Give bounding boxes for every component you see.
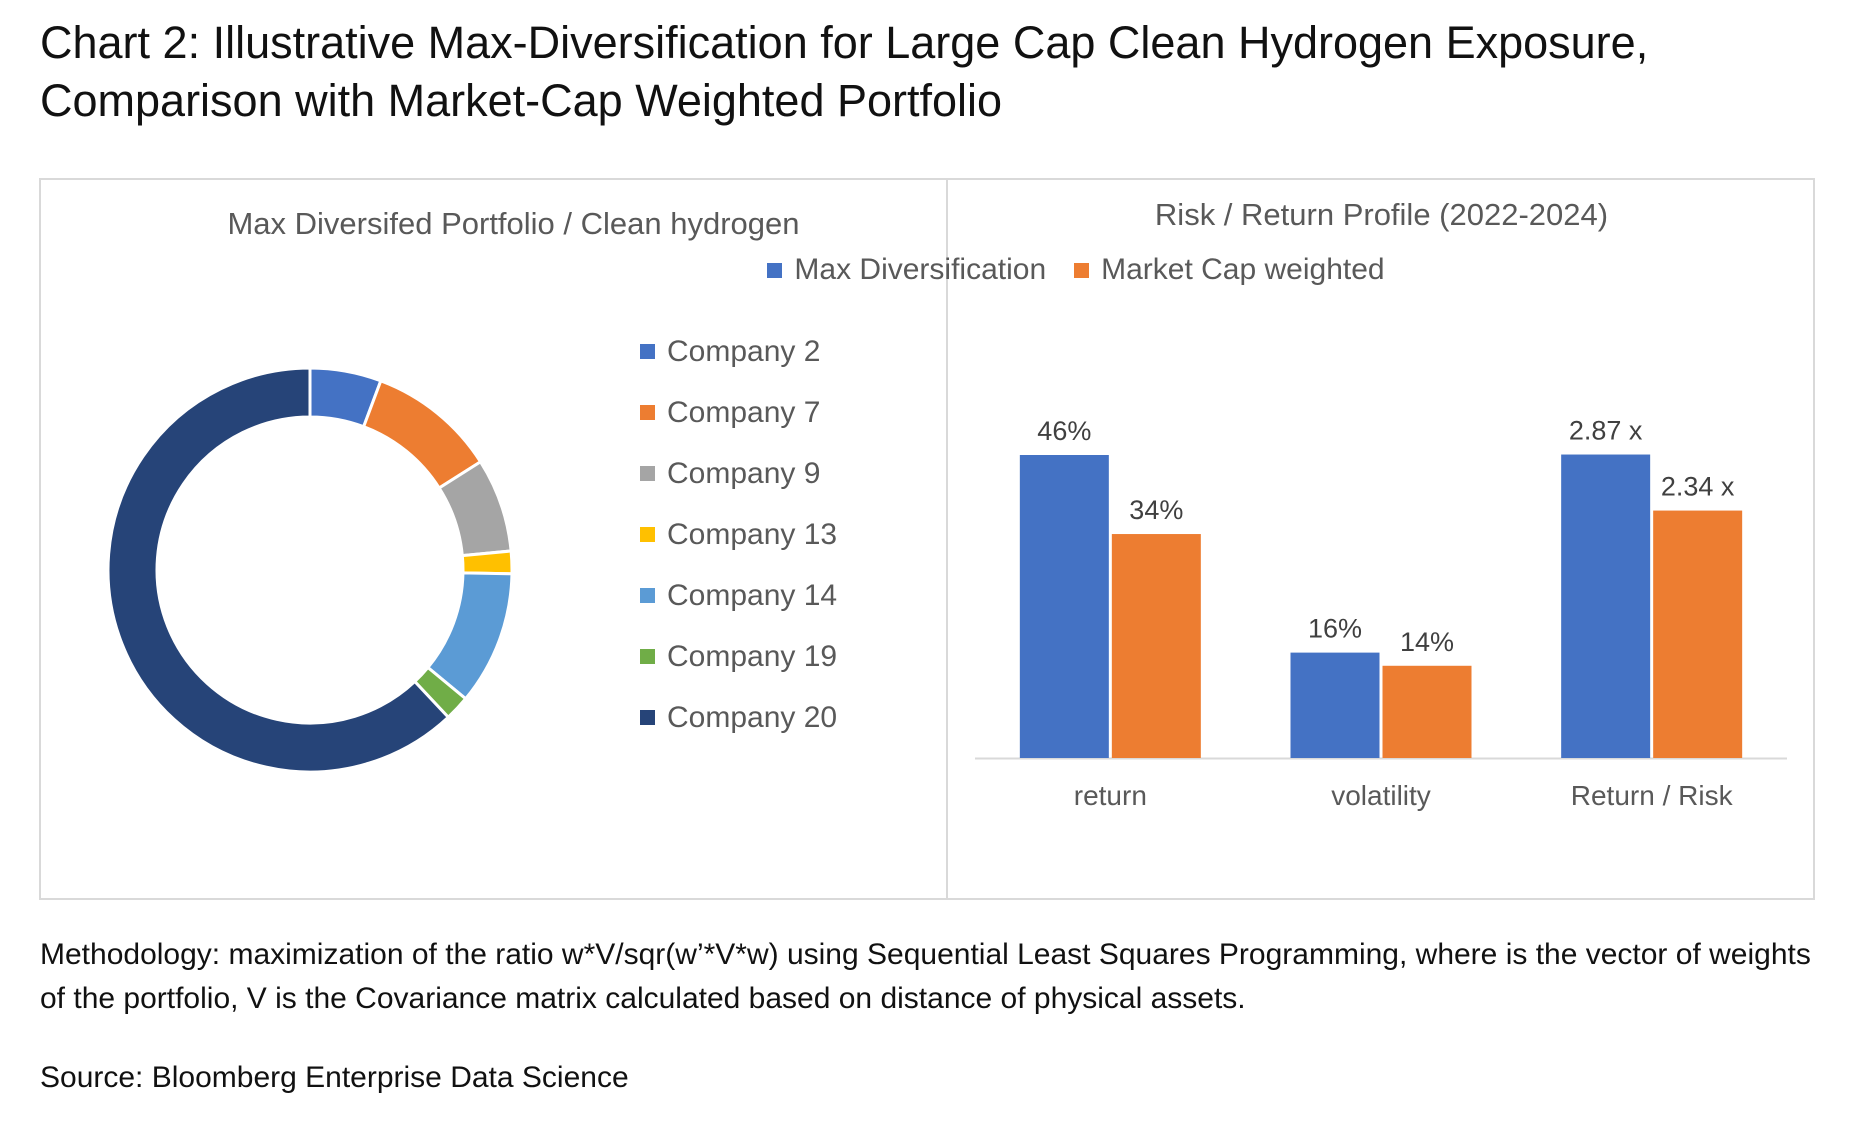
donut-chart: [106, 366, 514, 774]
bar-data-label: 2.87 x: [1569, 416, 1643, 446]
legend-swatch: [767, 262, 783, 278]
donut-legend-item: Company 13: [640, 504, 837, 565]
legend-swatch: [1074, 262, 1090, 278]
bar-legend-item: Max Diversification: [767, 250, 1046, 290]
donut-legend-item: Company 14: [640, 565, 837, 626]
bar-data-label: 34%: [1129, 495, 1183, 525]
donut-chart-title: Max Diversifed Portfolio / Clean hydroge…: [227, 206, 800, 241]
panel-divider: [946, 180, 948, 898]
page-title: Chart 2: Illustrative Max-Diversificatio…: [40, 17, 1649, 126]
legend-swatch: [640, 466, 655, 481]
donut-legend-item: Company 7: [640, 382, 837, 443]
bar-max-diversification: [1561, 454, 1651, 758]
legend-swatch: [640, 710, 655, 725]
bar-market-cap-weighted: [1653, 510, 1743, 758]
bar-data-label: 46%: [1037, 416, 1091, 446]
chart-frame: [39, 178, 1815, 900]
donut-slice-company-20: [106, 366, 451, 774]
legend-label: Company 2: [667, 334, 821, 368]
legend-swatch: [640, 527, 655, 542]
bar-chart: 46% 34% return 16% 14% volatility 2.87 x 2.34 x…: [975, 416, 1787, 811]
methodology-note: Methodology: maximization of the ratio w…: [40, 938, 1811, 1015]
bar-max-diversification: [1290, 652, 1380, 758]
bar-legend: Max Diversification Market Cap weighted: [0, 250, 1852, 290]
bar-market-cap-weighted: [1382, 665, 1472, 758]
legend-swatch: [640, 588, 655, 603]
donut-legend-item: Company 9: [640, 443, 837, 504]
x-tick-label: Return / Risk: [1571, 780, 1734, 811]
bar-legend-item: Market Cap weighted: [1074, 250, 1385, 290]
donut-legend-item: Company 2: [640, 321, 837, 382]
bar-data-label: 14%: [1400, 627, 1454, 657]
bar-data-label: 16%: [1308, 614, 1362, 644]
legend-swatch: [640, 344, 655, 359]
legend-label: Company 14: [667, 578, 838, 612]
source-note: Source: Bloomberg Enterprise Data Scienc…: [40, 1061, 629, 1094]
x-tick-label: volatility: [1331, 780, 1431, 811]
bar-data-label: 2.34 x: [1661, 472, 1735, 502]
legend-label: Market Cap weighted: [1101, 253, 1385, 286]
x-tick-label: return: [1074, 780, 1147, 811]
legend-swatch: [640, 649, 655, 664]
legend-label: Company 7: [667, 395, 821, 429]
donut-legend-item: Company 20: [640, 687, 837, 748]
bar-market-cap-weighted: [1111, 534, 1201, 758]
legend-label: Company 9: [667, 456, 821, 490]
donut-slice-company-13: [460, 549, 514, 576]
legend-label: Company 20: [667, 700, 838, 734]
donut-legend: Company 2 Company 7 Company 9 Company 13 Com…: [640, 321, 837, 748]
legend-swatch: [640, 405, 655, 420]
legend-label: Company 13: [667, 517, 838, 551]
legend-label: Company 19: [667, 639, 838, 673]
bar-chart-title: Risk / Return Profile (2022-2024): [1154, 197, 1609, 232]
donut-legend-item: Company 19: [640, 626, 837, 687]
bar-max-diversification: [1019, 455, 1109, 758]
legend-label: Max Diversification: [794, 253, 1047, 286]
